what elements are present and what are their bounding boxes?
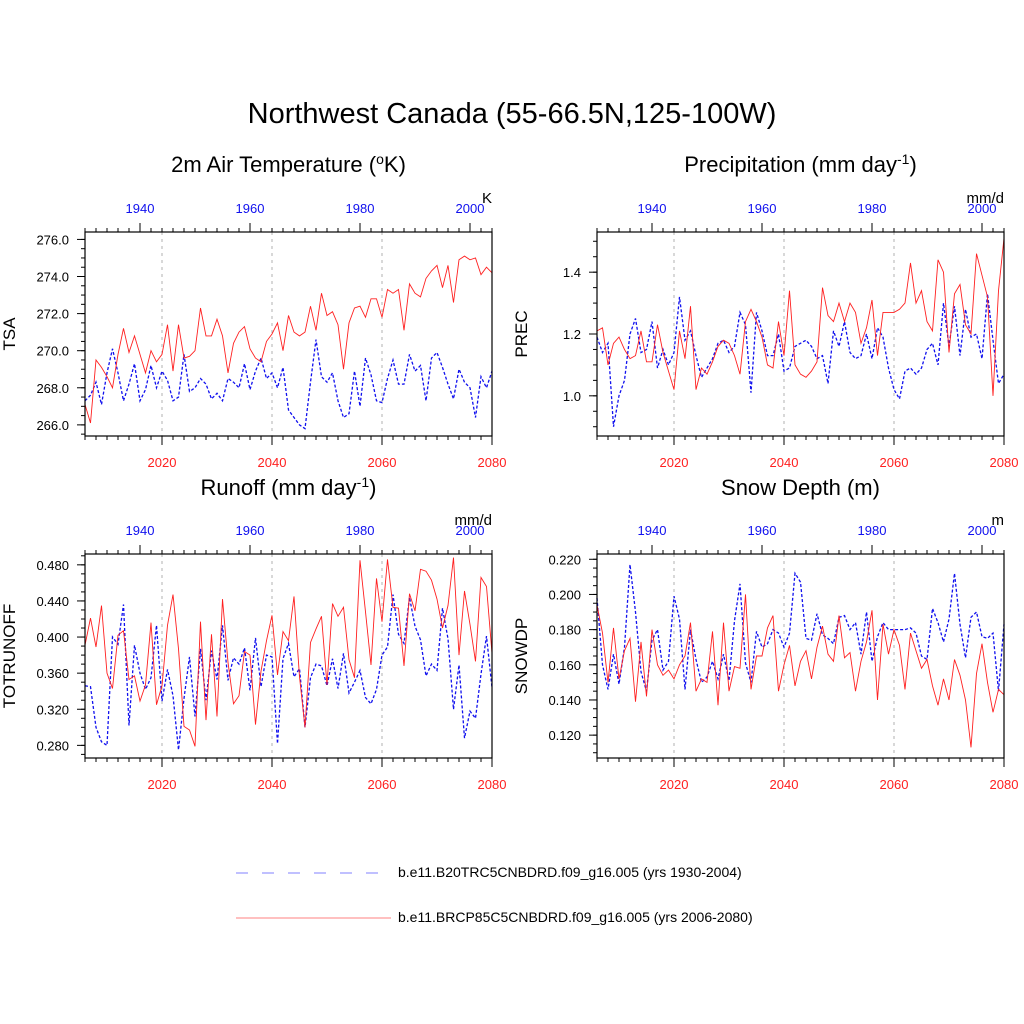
y-tick-label: 0.360 [36, 666, 69, 681]
x-tick-label: 2040 [258, 455, 287, 470]
top-tick-label: 2000 [456, 201, 485, 216]
y-tick-label: 266.0 [36, 418, 69, 433]
top-tick-label: 1980 [346, 523, 375, 538]
y-axis-label: TOTRUNOFF [0, 604, 19, 709]
y-axis-label: TSA [0, 317, 19, 351]
x-tick-label: 2040 [770, 455, 799, 470]
x-tick-label: 2060 [368, 455, 397, 470]
series-line-historical [84, 339, 493, 430]
y-tick-label: 270.0 [36, 344, 69, 359]
top-tick-label: 1960 [236, 201, 265, 216]
units-label: K [482, 190, 492, 207]
top-tick-label: 1960 [748, 201, 777, 216]
series-line-future [596, 594, 1005, 748]
legend-row-future [236, 907, 391, 927]
y-tick-label: 276.0 [36, 232, 69, 247]
y-tick-label: 1.4 [563, 265, 581, 280]
plot-frame [596, 231, 1005, 437]
units-label: m [992, 512, 1005, 529]
y-tick-label: 272.0 [36, 307, 69, 322]
top-tick-label: 2000 [456, 523, 485, 538]
x-tick-label: 2080 [478, 455, 507, 470]
x-tick-label: 2040 [258, 777, 287, 792]
panel-title: Runoff (mm day-1) [201, 474, 377, 500]
legend-line-historical [236, 872, 391, 874]
top-tick-label: 1940 [126, 201, 155, 216]
y-tick-label: 1.0 [563, 389, 581, 404]
figure-title: Northwest Canada (55-66.5N,125-100W) [247, 98, 777, 130]
x-tick-label: 2020 [660, 455, 689, 470]
plot-frame [84, 553, 493, 759]
plot-frame [596, 553, 1005, 759]
legend-line-future [236, 917, 391, 919]
x-tick-label: 2020 [148, 777, 177, 792]
legend-row-historical [236, 862, 391, 882]
panel-title: Snow Depth (m) [721, 475, 880, 500]
y-tick-label: 0.180 [548, 623, 581, 638]
top-tick-label: 1960 [748, 523, 777, 538]
top-tick-label: 1980 [346, 201, 375, 216]
x-tick-label: 2060 [880, 777, 909, 792]
top-tick-label: 1940 [638, 523, 667, 538]
top-tick-label: 1940 [638, 201, 667, 216]
y-tick-label: 0.480 [36, 558, 69, 573]
x-tick-label: 2040 [770, 777, 799, 792]
x-tick-label: 2060 [368, 777, 397, 792]
y-tick-label: 0.440 [36, 594, 69, 609]
top-tick-label: 1960 [236, 523, 265, 538]
legend-label-historical: b.e11.B20TRC5CNBDRD.f09_g16.005 (yrs 193… [398, 864, 742, 880]
y-tick-label: 0.280 [36, 738, 69, 753]
series-line-future [596, 238, 1005, 396]
top-tick-label: 2000 [968, 523, 997, 538]
series-line-historical [596, 293, 1005, 427]
top-tick-label: 1980 [858, 201, 887, 216]
units-label: mm/d [967, 190, 1005, 207]
top-tick-label: 1980 [858, 523, 887, 538]
series-line-historical [596, 564, 1005, 692]
y-tick-label: 0.120 [548, 728, 581, 743]
x-tick-label: 2020 [660, 777, 689, 792]
x-tick-label: 2020 [148, 455, 177, 470]
x-tick-label: 2080 [478, 777, 507, 792]
panel-title: Precipitation (mm day-1) [684, 151, 917, 177]
y-tick-label: 268.0 [36, 381, 69, 396]
y-axis-label: PREC [512, 310, 531, 357]
x-tick-label: 2060 [880, 455, 909, 470]
y-tick-label: 0.400 [36, 630, 69, 645]
top-tick-label: 1940 [126, 523, 155, 538]
series-line-future [84, 557, 493, 747]
series-line-future [84, 243, 493, 424]
y-tick-label: 0.200 [548, 587, 581, 602]
legend-label-future: b.e11.BRCP85C5CNBDRD.f09_g16.005 (yrs 20… [398, 909, 753, 925]
x-tick-label: 2080 [990, 777, 1019, 792]
y-tick-label: 0.320 [36, 702, 69, 717]
y-axis-label: SNOWDP [512, 618, 531, 695]
panel-title: 2m Air Temperature (oK) [171, 151, 406, 177]
y-tick-label: 0.140 [548, 693, 581, 708]
y-tick-label: 1.2 [563, 327, 581, 342]
series-line-historical [84, 594, 493, 750]
units-label: mm/d [455, 512, 493, 529]
top-tick-label: 2000 [968, 201, 997, 216]
x-tick-label: 2080 [990, 455, 1019, 470]
y-tick-label: 0.220 [548, 552, 581, 567]
plot-frame [84, 231, 493, 437]
y-tick-label: 274.0 [36, 270, 69, 285]
y-tick-label: 0.160 [548, 658, 581, 673]
